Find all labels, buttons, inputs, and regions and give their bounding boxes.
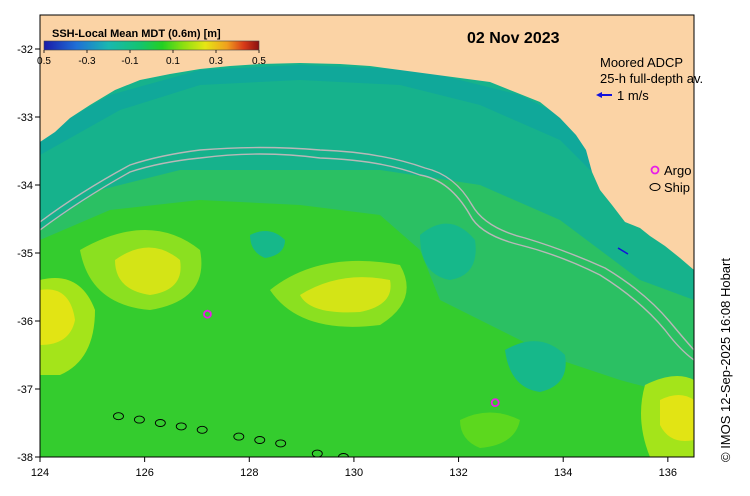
ssh-field-green-band — [40, 200, 694, 457]
y-axis: -32 -33 -34 -35 -36 -37 -38 — [17, 44, 40, 464]
shelf-contour-2000m — [40, 146, 694, 351]
x-tick-label: 124 — [31, 467, 49, 479]
ship-station-marker — [133, 415, 145, 424]
x-tick-label: 128 — [240, 467, 258, 479]
ship-station-marker — [254, 436, 266, 444]
x-tick-label: 134 — [554, 467, 572, 479]
x-tick-label: 130 — [345, 467, 363, 479]
y-tick-label: -34 — [17, 180, 33, 192]
map-date: 02 Nov 2023 — [467, 30, 560, 47]
ship-station-marker — [175, 422, 187, 431]
colorbar-tick-label: 0.5 — [37, 56, 51, 67]
platform-legend: Argo Ship — [649, 163, 691, 195]
ship-station-marker — [196, 425, 208, 434]
y-tick-label: -36 — [17, 316, 33, 328]
ship-station-marker — [275, 439, 287, 448]
adcp-scale-label: 1 m/s — [617, 88, 649, 103]
ship-station-marker — [361, 456, 368, 457]
adcp-title-line2: 25-h full-depth av. — [600, 71, 703, 86]
colorbar-tick-label: -0.3 — [78, 56, 96, 67]
x-axis: 124 126 128 130 132 134 136 — [31, 457, 677, 479]
imos-credit: © IMOS 12-Sep-2025 16:08 Hobart — [718, 258, 733, 462]
y-tick-label: -37 — [17, 384, 33, 396]
shelf-contour-200m — [40, 153, 694, 361]
ship-station-marker — [154, 419, 166, 427]
ship-station-marker — [338, 453, 349, 457]
argo-float-marker — [490, 398, 500, 408]
y-tick-label: -38 — [17, 452, 33, 464]
y-tick-label: -32 — [17, 44, 33, 56]
x-tick-label: 136 — [659, 467, 677, 479]
ship-station-marker — [233, 432, 245, 441]
ssh-field-light-green-5 — [460, 412, 520, 448]
adcp-legend: Moored ADCP 25-h full-depth av. 1 m/s — [596, 55, 703, 255]
argo-float-marker — [203, 309, 212, 319]
ssh-field-yellow-4 — [660, 395, 694, 441]
colorbar-tick-label: 0.3 — [209, 56, 223, 67]
ssh-field-shelf-teal — [40, 65, 694, 270]
argo-floats — [203, 309, 500, 408]
ship-legend-icon — [649, 183, 661, 191]
adcp-arrow-head-icon — [596, 92, 602, 98]
ship-legend-label: Ship — [664, 180, 690, 195]
map-plot-area — [40, 15, 694, 457]
colorbar-gradient — [43, 40, 260, 51]
y-tick-label: -35 — [17, 248, 33, 260]
ship-station-marker — [311, 449, 323, 457]
y-tick-label: -33 — [17, 112, 33, 124]
colorbar-tick-label: -0.1 — [121, 56, 139, 67]
ssh-field-yellow-1 — [115, 247, 181, 295]
ssh-field-yellow-2 — [300, 277, 391, 313]
colorbar-tick-label: 0.1 — [166, 56, 180, 67]
argo-legend-label: Argo — [664, 163, 691, 178]
ssh-field-teal-eddy-1 — [420, 223, 476, 280]
colorbar-tick-label: 0.5 — [252, 56, 266, 67]
colorbar-title: SSH-Local Mean MDT (0.6m) [m] — [52, 28, 221, 40]
adcp-title-line1: Moored ADCP — [600, 55, 683, 70]
adcp-current-arrow — [617, 247, 629, 255]
x-tick-label: 132 — [449, 467, 467, 479]
ship-station-marker — [113, 412, 124, 421]
ssh-field-teal-eddy-3 — [250, 231, 285, 258]
land-mass-australia — [40, 15, 694, 270]
argo-legend-icon — [650, 165, 660, 175]
ship-stations — [113, 412, 368, 457]
x-tick-label: 126 — [135, 467, 153, 479]
colorbar: SSH-Local Mean MDT (0.6m) [m] 0.5 -0.3 -0.… — [37, 28, 266, 67]
ssh-field-teal-eddy-2 — [505, 341, 566, 392]
ssh-field-yellow-3 — [40, 289, 75, 345]
